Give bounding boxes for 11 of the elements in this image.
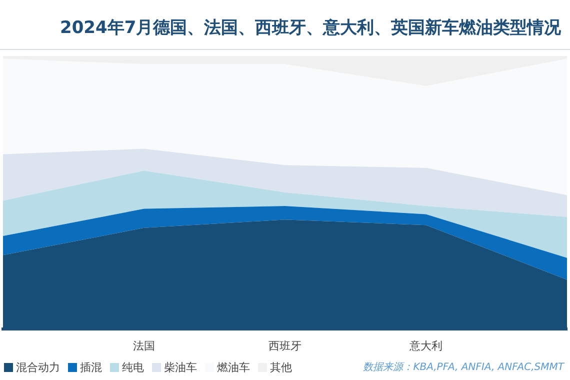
legend-label: 柴油车 (164, 360, 197, 374)
x-tick-label: 西班牙 (268, 339, 302, 352)
x-tick-label: 法国 (133, 339, 155, 352)
chart-title: 2024年7月德国、法国、西班牙、意大利、英国新车燃油类型情况 (0, 0, 570, 50)
legend-label: 插混 (80, 360, 102, 374)
x-tick-label: 意大利 (408, 339, 442, 352)
legend-label: 混合动力 (16, 360, 60, 374)
source-note: 数据来源：KBA,PFA, ANFIA, ANFAC,SMMT (363, 360, 566, 374)
legend-label: 纯电 (122, 360, 144, 374)
legend-label: 其他 (270, 360, 292, 374)
legend-label: 燃油车 (217, 360, 250, 374)
